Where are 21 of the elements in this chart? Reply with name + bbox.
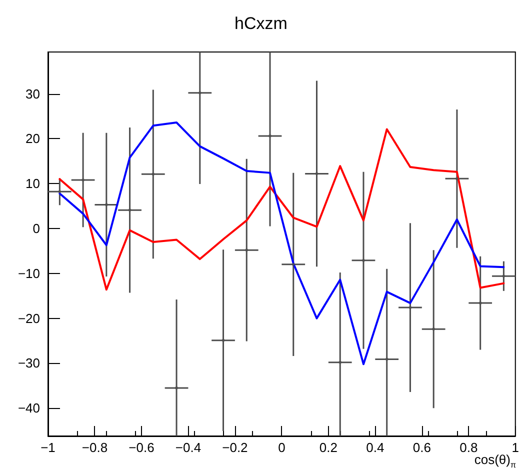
x-tick-label: 1	[512, 440, 519, 455]
x-tick-label: 0	[278, 440, 286, 455]
y-tick-label: 20	[26, 131, 40, 146]
x-tick-label: 0.2	[319, 440, 338, 455]
x-tick-label: 0.8	[460, 440, 478, 455]
x-tick-label: −0.2	[222, 440, 248, 455]
x-tick-label: −0.8	[82, 440, 108, 455]
y-tick-label: 10	[26, 176, 40, 192]
x-tick-label: 0.4	[366, 440, 384, 455]
x-tick-label: −1	[40, 440, 56, 455]
x-tick-label: 0.6	[412, 440, 431, 455]
x-axis-title: cos(θ)$_{π}$	[474, 452, 516, 470]
y-tick-label: −20	[18, 310, 40, 326]
y-tick-label: 0	[32, 221, 40, 236]
x-tick-label: −0.4	[175, 440, 202, 455]
y-tick-label: −40	[18, 400, 40, 416]
y-tick-label: 30	[26, 86, 40, 102]
y-tick-label: −30	[18, 356, 40, 371]
x-tick-label: −0.6	[128, 440, 154, 455]
chart-title: hCxzm	[234, 14, 288, 33]
y-tick-label: −10	[18, 266, 40, 281]
